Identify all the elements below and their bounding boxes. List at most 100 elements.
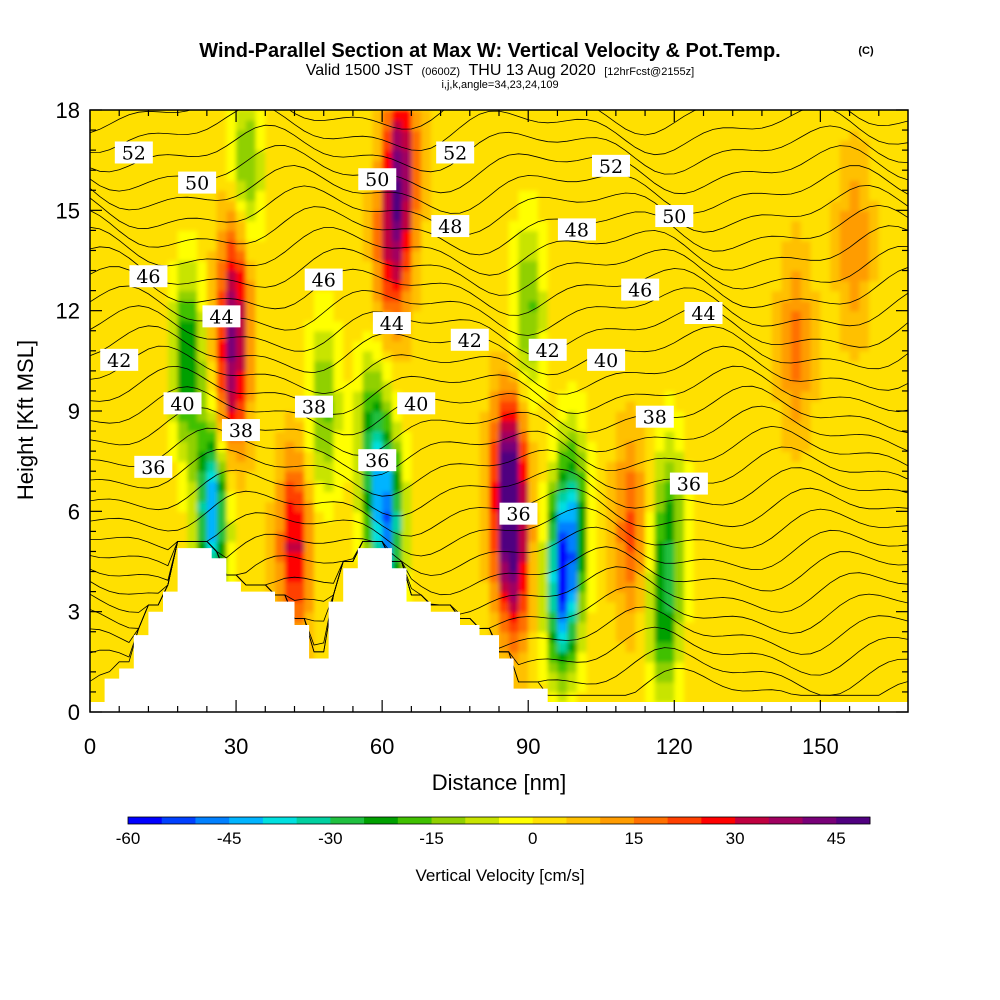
velocity-cell [674, 360, 685, 372]
velocity-cell [265, 250, 276, 262]
velocity-cell [236, 521, 247, 532]
velocity-cell [236, 541, 247, 553]
velocity-cell [450, 250, 461, 262]
velocity-cell [654, 300, 666, 312]
velocity-cell [722, 350, 734, 362]
velocity-cell [352, 130, 364, 141]
velocity-cell [372, 471, 383, 482]
velocity-cell [421, 330, 432, 342]
velocity-cell [90, 380, 101, 392]
velocity-cell [800, 260, 812, 272]
velocity-cell [90, 411, 101, 422]
velocity-cell [294, 250, 305, 262]
velocity-cell [216, 441, 227, 452]
velocity-cell [284, 380, 296, 392]
velocity-cell [859, 501, 870, 512]
velocity-cell [528, 521, 539, 532]
velocity-cell [401, 230, 412, 242]
velocity-cell [742, 621, 753, 633]
velocity-cell [177, 270, 188, 282]
velocity-cell [187, 340, 198, 352]
velocity-cell [382, 130, 393, 141]
velocity-cell [537, 250, 549, 262]
velocity-cell [294, 330, 305, 342]
velocity-cell [839, 651, 851, 663]
velocity-cell [830, 170, 841, 181]
velocity-cell [547, 651, 559, 663]
velocity-cell [304, 330, 315, 342]
velocity-cell [537, 290, 549, 302]
velocity-cell [576, 380, 588, 392]
velocity-cell [109, 160, 120, 171]
velocity-cell [508, 561, 520, 573]
velocity-cell [674, 621, 685, 633]
velocity-cell [304, 571, 315, 583]
velocity-cell [236, 380, 247, 392]
velocity-cell [615, 400, 627, 412]
velocity-cell [810, 340, 821, 352]
velocity-cell [528, 110, 539, 121]
velocity-cell [99, 210, 111, 221]
velocity-cell [791, 481, 802, 492]
velocity-cell [90, 431, 101, 442]
velocity-cell [362, 481, 374, 492]
velocity-cell [352, 441, 364, 452]
velocity-cell [323, 521, 335, 532]
velocity-cell [859, 330, 870, 342]
velocity-cell [722, 200, 734, 211]
velocity-cell [518, 300, 529, 312]
velocity-cell [684, 411, 695, 422]
velocity-cell [421, 250, 432, 262]
velocity-cell [284, 461, 296, 472]
velocity-cell [606, 471, 617, 482]
velocity-cell [596, 561, 607, 573]
velocity-cell [596, 421, 607, 432]
velocity-cell [148, 170, 159, 181]
velocity-cell [615, 691, 627, 703]
velocity-cell [148, 571, 159, 583]
velocity-cell [888, 110, 899, 121]
velocity-cell [440, 310, 451, 322]
velocity-cell [713, 491, 724, 502]
velocity-cell [265, 110, 276, 121]
velocity-cell [830, 180, 841, 191]
velocity-cell [664, 280, 675, 292]
velocity-cell [479, 511, 490, 522]
velocity-cell [888, 340, 899, 352]
velocity-cell [343, 220, 354, 231]
velocity-cell [547, 441, 559, 452]
velocity-cell [450, 110, 461, 121]
velocity-cell [236, 320, 247, 332]
velocity-cell [90, 350, 101, 362]
velocity-cell [888, 611, 899, 623]
velocity-cell [352, 461, 364, 472]
velocity-cell [401, 441, 412, 452]
velocity-cell [869, 561, 880, 573]
velocity-cell [800, 411, 812, 422]
velocity-cell [781, 310, 792, 322]
velocity-cell [645, 240, 656, 252]
velocity-cell [313, 350, 325, 362]
velocity-cell [771, 400, 783, 412]
velocity-cell [128, 180, 140, 191]
velocity-cell [576, 571, 588, 583]
velocity-cell [499, 541, 510, 553]
velocity-cell [479, 421, 490, 432]
velocity-cell [645, 120, 656, 131]
velocity-cell [664, 150, 675, 161]
velocity-cell [401, 270, 412, 282]
velocity-cell [830, 571, 841, 583]
velocity-cell [567, 411, 578, 422]
velocity-cell [226, 270, 237, 282]
velocity-cell [391, 390, 403, 402]
velocity-cell [197, 521, 208, 532]
velocity-cell [265, 400, 276, 412]
velocity-cell [109, 541, 120, 553]
velocity-cell [547, 130, 559, 141]
velocity-cell [615, 390, 627, 402]
velocity-cell [479, 491, 490, 502]
velocity-cell [313, 190, 325, 201]
velocity-cell [684, 150, 695, 161]
velocity-cell [450, 190, 461, 201]
velocity-cell [187, 541, 198, 553]
